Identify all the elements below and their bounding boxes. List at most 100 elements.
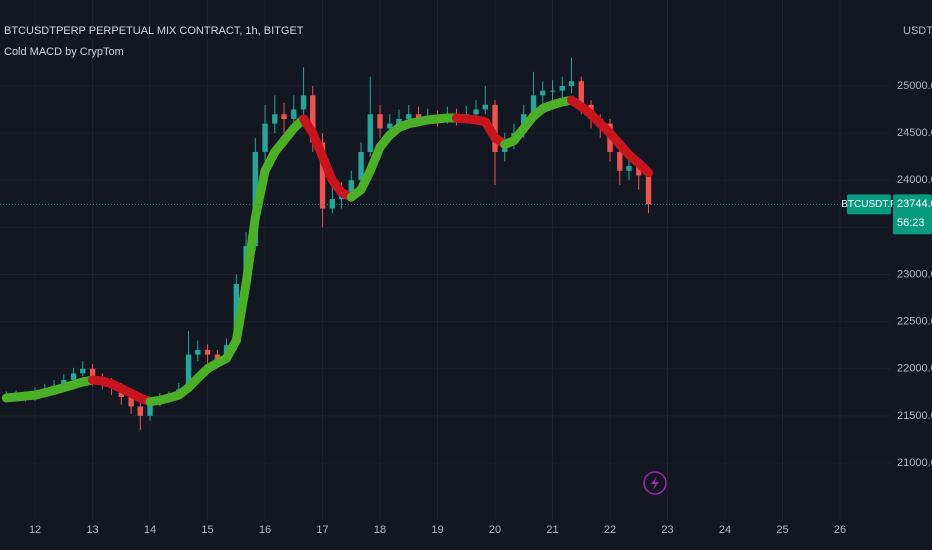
candle — [262, 104, 268, 162]
candle — [482, 85, 488, 115]
x-tick-label: 16 — [259, 524, 271, 536]
grid — [0, 0, 890, 520]
candle-body — [195, 349, 201, 355]
candle — [329, 184, 336, 214]
candle-body — [262, 123, 268, 152]
candle-body — [540, 90, 546, 96]
x-tick-label: 18 — [374, 524, 386, 536]
candle — [645, 170, 652, 214]
event-icon[interactable] — [643, 471, 667, 495]
x-tick-label: 24 — [719, 524, 731, 536]
candle-body — [80, 368, 86, 374]
chart-title: BTCUSDTPERP PERPETUAL MIX CONTRACT, 1h, … — [4, 25, 304, 37]
x-tick-label: 21 — [546, 524, 558, 536]
candle — [300, 67, 307, 119]
candle — [272, 95, 278, 134]
candle — [137, 398, 143, 430]
candle-body — [559, 85, 565, 91]
candle — [80, 361, 86, 377]
candle — [568, 57, 575, 94]
candle-body — [272, 114, 278, 124]
y-tick-label: 22500.0 — [897, 316, 932, 328]
candle — [549, 80, 556, 101]
x-tick-label: 20 — [489, 524, 501, 536]
candle-body — [578, 81, 584, 105]
x-tick-label: 12 — [29, 524, 41, 536]
candle-body — [530, 95, 537, 115]
candle — [204, 344, 211, 365]
price-label: 23744.0 — [897, 198, 932, 210]
candle — [540, 81, 546, 105]
ma-segment — [231, 279, 251, 345]
indicator-name: Cold MACD by CrypTom — [4, 46, 124, 58]
candle-body — [396, 118, 402, 124]
candle — [617, 147, 623, 185]
candle — [281, 102, 287, 134]
x-tick-label: 22 — [604, 524, 616, 536]
ma-segment — [634, 158, 654, 178]
price-label-bg — [893, 194, 932, 235]
x-tick-label: 17 — [316, 524, 328, 536]
candle-body — [348, 180, 354, 195]
candle-body — [147, 401, 153, 416]
candle-body — [406, 114, 412, 119]
candle-body — [549, 90, 556, 92]
candle-body — [185, 354, 192, 390]
candle — [559, 76, 565, 98]
candle-body — [358, 151, 364, 181]
candle-body — [291, 109, 297, 119]
candle-body — [281, 114, 287, 119]
symbol-label: BTCUSDT.P — [841, 199, 897, 210]
candle — [291, 95, 297, 126]
candle-body — [61, 380, 67, 386]
ma-segment — [241, 213, 260, 289]
candle-body — [367, 114, 373, 152]
y-tick-label: 22000.0 — [897, 363, 932, 375]
candle-body — [137, 406, 143, 416]
y-tick-label: 24500.0 — [897, 127, 932, 139]
candle-body — [473, 109, 479, 115]
countdown: 56:23 — [897, 217, 925, 229]
candle-body — [204, 349, 211, 355]
candle — [367, 76, 373, 157]
candle-body — [645, 175, 652, 205]
candle-body — [89, 368, 96, 379]
x-tick-label: 13 — [86, 524, 98, 536]
candle-body — [310, 95, 316, 143]
candle — [377, 104, 383, 138]
candle-body — [482, 104, 488, 110]
candle-body — [636, 166, 642, 176]
candle-body — [128, 396, 134, 407]
candle-body — [329, 199, 336, 209]
x-tick-label: 15 — [201, 524, 213, 536]
x-tick-label: 14 — [144, 524, 156, 536]
symbol-label-bg — [847, 194, 891, 215]
y-axis-unit: USDT — [903, 25, 932, 37]
y-tick-label: 21000.0 — [897, 457, 932, 469]
candle-body — [415, 114, 422, 119]
y-tick-label: 21500.0 — [897, 410, 932, 422]
candle — [195, 340, 201, 362]
candle-body — [617, 151, 623, 171]
candle-body — [319, 142, 326, 209]
y-tick-label: 23000.0 — [897, 268, 932, 280]
candle-body — [568, 81, 575, 86]
x-tick-label: 26 — [834, 524, 846, 536]
candle-body — [300, 95, 307, 110]
candle-body — [626, 166, 632, 171]
candle-body — [492, 104, 498, 152]
y-tick-label: 25000.0 — [897, 80, 932, 92]
x-tick-label: 19 — [431, 524, 443, 536]
ma-segment — [250, 166, 270, 223]
x-tick-label: 23 — [661, 524, 673, 536]
x-tick-label: 25 — [776, 524, 788, 536]
candle-body — [70, 373, 77, 381]
plot — [1, 57, 654, 430]
candle-body — [377, 114, 383, 129]
candle-body — [214, 354, 221, 360]
candle — [358, 142, 364, 185]
y-tick-label: 24000.0 — [897, 174, 932, 186]
